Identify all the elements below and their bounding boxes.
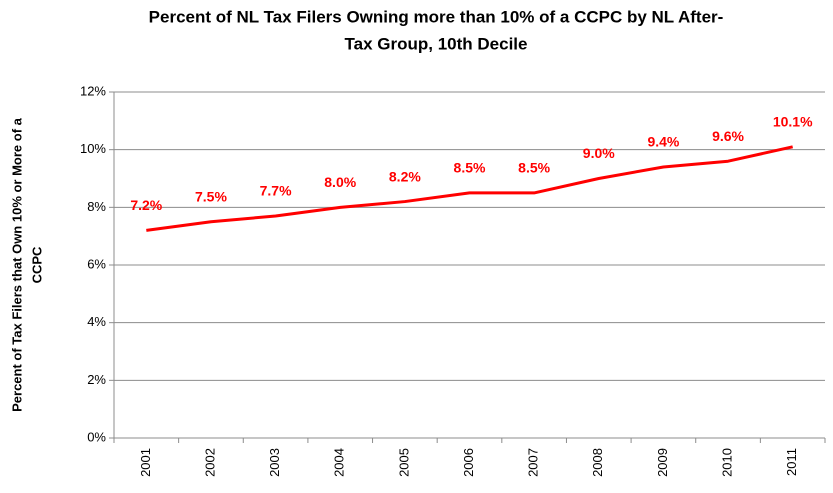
y-axis-label: Percent of Tax Filers that Own 10% or Mo…	[9, 117, 24, 412]
y-tick-label: 10%	[80, 141, 106, 156]
x-tick-label: 2010	[719, 448, 734, 477]
x-tick-label: 2006	[461, 448, 476, 477]
y-tick-label: 12%	[80, 83, 106, 98]
value-label: 9.0%	[583, 145, 615, 161]
y-axis-label: CCPC	[29, 246, 44, 283]
y-tick-label: 4%	[87, 314, 106, 329]
x-tick-label: 2005	[396, 448, 411, 477]
chart-title: Tax Group, 10th Decile	[345, 34, 528, 53]
value-label: 7.7%	[260, 183, 292, 199]
value-label: 9.6%	[712, 128, 744, 144]
value-label: 8.2%	[389, 168, 421, 184]
y-tick-label: 8%	[87, 199, 106, 214]
value-label: 8.5%	[518, 160, 550, 176]
value-label: 8.5%	[454, 160, 486, 176]
x-tick-label: 2011	[784, 448, 799, 476]
x-tick-label: 2003	[267, 448, 282, 477]
y-tick-label: 6%	[87, 256, 106, 271]
value-label: 8.0%	[324, 174, 356, 190]
x-tick-label: 2002	[202, 448, 217, 477]
x-tick-label: 2008	[590, 448, 605, 477]
x-tick-label: 2001	[138, 448, 153, 477]
line	[146, 145, 794, 232]
value-label: 7.5%	[195, 188, 227, 204]
x-tick-label: 2007	[526, 448, 541, 477]
value-label: 10.1%	[773, 113, 813, 129]
value-label: 7.2%	[130, 197, 162, 213]
chart-title: Percent of NL Tax Filers Owning more tha…	[149, 7, 724, 26]
value-label: 9.4%	[647, 134, 679, 150]
y-tick-label: 0%	[87, 429, 106, 444]
y-tick-label: 2%	[87, 372, 106, 387]
x-tick-label: 2004	[332, 448, 347, 477]
x-tick-label: 2009	[655, 448, 670, 477]
